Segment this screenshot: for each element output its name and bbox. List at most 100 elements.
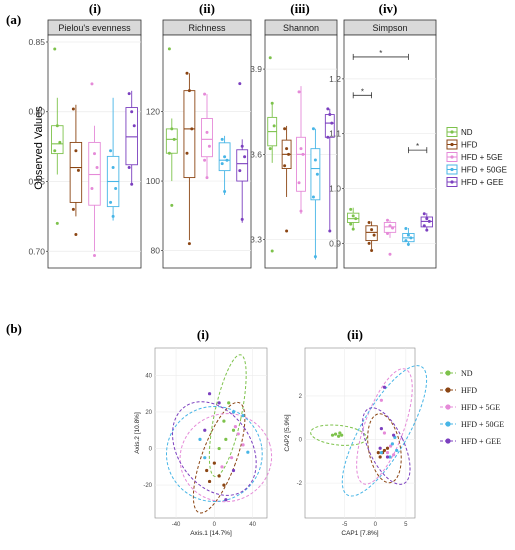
data-point [127, 166, 131, 170]
y-tick-label: 120 [146, 107, 160, 117]
data-point [53, 149, 57, 153]
facet-title: Richness [188, 23, 226, 33]
significance-bracket: * [352, 49, 409, 60]
charts-layer: Pielou's evenness 0.85 0.80 0.75 0.70 Richnes… [28, 19, 437, 537]
legend-b-label: HFD + 5GE [461, 403, 500, 412]
facet-title: Simpson [372, 23, 407, 33]
data-point [243, 155, 247, 159]
sample-point [198, 437, 202, 441]
data-point [388, 224, 392, 228]
box-hfd [365, 220, 378, 252]
data-point [328, 229, 332, 233]
box-body [88, 141, 101, 206]
legend-key-dot [445, 370, 451, 376]
sample-point [337, 434, 341, 438]
box-hfd-5ge [383, 218, 397, 256]
sample-point [333, 432, 338, 436]
data-point [285, 147, 289, 151]
data-point [297, 90, 301, 94]
sample-point [233, 425, 238, 429]
data-point [225, 158, 229, 162]
confidence-ellipse [362, 407, 411, 485]
data-point [109, 200, 113, 204]
sample-point [212, 461, 216, 465]
data-point [203, 158, 207, 162]
data-point [272, 124, 276, 128]
legend-key-dot [450, 180, 454, 184]
data-point [187, 89, 191, 93]
data-point [76, 168, 80, 172]
data-point [268, 56, 272, 60]
confidence-ellipse [356, 368, 413, 485]
y-tick-label: 0.9 [329, 238, 341, 248]
confidence-ellipse [172, 401, 257, 496]
data-point [203, 92, 207, 96]
box-body [365, 225, 378, 242]
box-hfd [183, 71, 196, 246]
data-point [351, 227, 355, 231]
sample-point [229, 456, 234, 460]
data-point [311, 127, 315, 131]
sample-point [241, 414, 245, 418]
confidence-ellipse [208, 354, 247, 477]
box-body [347, 212, 360, 223]
significance-bracket: * [352, 87, 373, 99]
confidence-ellipse [341, 365, 428, 497]
data-point [220, 137, 224, 141]
legend-b-item: HFD + GEE [440, 437, 501, 446]
data-point [220, 162, 224, 166]
numeral-b1: (i) [197, 327, 209, 342]
significance-bracket: * [407, 142, 428, 154]
data-point [301, 152, 305, 156]
data-point [71, 207, 75, 211]
legend-b-label: HFD [461, 386, 477, 395]
legend-key-dot [450, 142, 454, 147]
legend-a-item: ND [446, 127, 473, 137]
sample-point [392, 433, 396, 437]
ordination-plot-1: -40 0 40 40 20 0 -20 Axis.1 [14.7%] Axis.2 [10.8… [134, 347, 273, 537]
data-point [132, 124, 136, 128]
box-hfd-5ge [88, 82, 101, 257]
data-point [311, 195, 315, 199]
legend-a-label: ND [461, 128, 473, 137]
sample-point [231, 410, 236, 414]
box-nd [267, 56, 278, 253]
data-point [315, 172, 319, 176]
data-point [58, 140, 62, 144]
legend-a: ND HFD HFD + 5GE HFD + 50GE HFD + GEE [446, 127, 507, 187]
data-point [313, 255, 317, 259]
x-tick-label: 0 [213, 522, 217, 528]
data-point [404, 239, 408, 243]
confidence-ellipse [179, 413, 273, 503]
y-tick-label: 3.3 [250, 235, 262, 245]
y-axis-label-a: Observed Values [33, 106, 45, 190]
data-point [74, 149, 78, 153]
sample-point [338, 431, 342, 435]
sample-point [378, 446, 382, 450]
x-axis-label: CAP1 [7.8%] [341, 530, 378, 537]
data-point [95, 166, 99, 170]
box-body [51, 125, 64, 155]
y-tick-label: 0.75 [28, 176, 45, 186]
legend-b-label: ND [461, 369, 473, 378]
box-body [236, 149, 249, 182]
legend-b: ND HFD HFD + 5GE HFD + 50GE HFD + GEE [440, 369, 504, 446]
facet-4: Simpson 1.2 1.1 1.0 0.9 * * * [329, 19, 437, 269]
data-point [299, 209, 303, 213]
ordination-plot-2: -5 0 5 2 0 -2 CAP1 [7.8%] CAP2 [5.9%] [284, 347, 428, 537]
data-point [370, 228, 374, 232]
legend-b-label: HFD + 50GE [461, 420, 504, 429]
data-point [330, 121, 334, 125]
sample-point [224, 498, 228, 502]
data-point [425, 228, 429, 232]
box-nd [347, 207, 360, 231]
legend-key-dot [445, 404, 451, 410]
y-tick-label: 0.80 [28, 107, 45, 117]
sample-point [379, 451, 383, 455]
facet-title: Pielou's evenness [58, 23, 131, 33]
panel-b-label: (b) [6, 321, 22, 336]
sample-point [222, 419, 226, 423]
y-tick-label: 0 [149, 447, 153, 453]
data-point [71, 107, 75, 111]
facet-1: Pielou's evenness 0.85 0.80 0.75 0.70 [28, 19, 142, 269]
